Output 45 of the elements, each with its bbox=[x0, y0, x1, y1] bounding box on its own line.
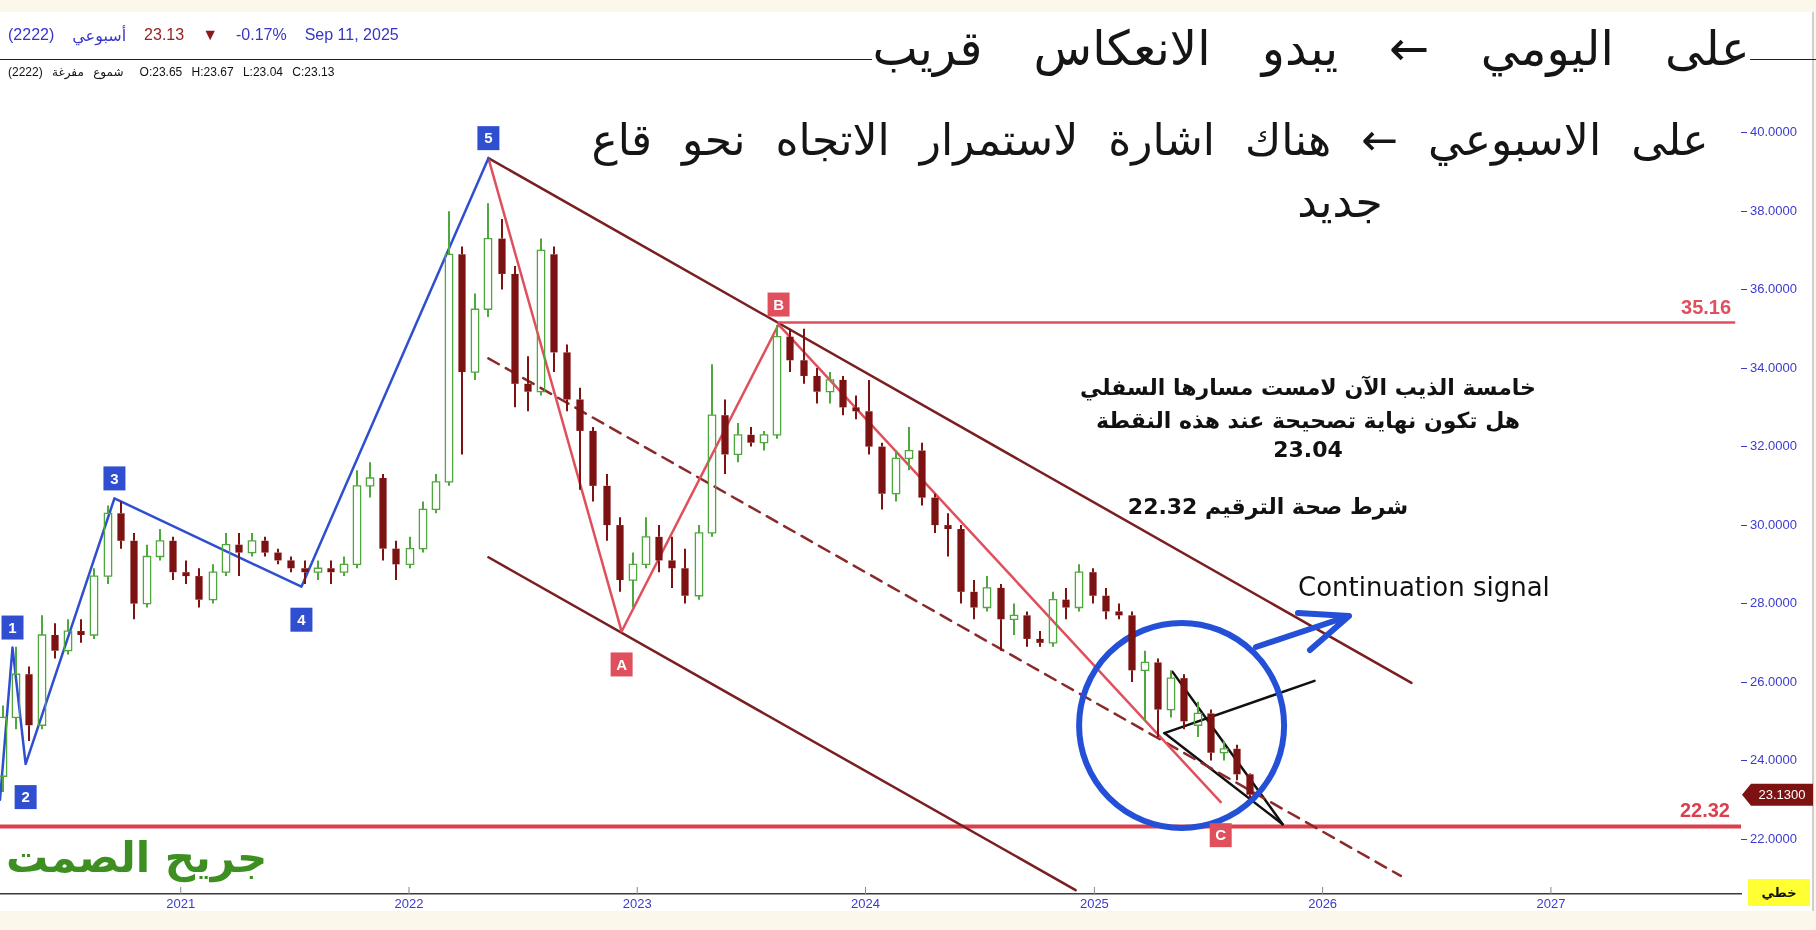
annotation: جريح الصمت bbox=[6, 832, 269, 884]
annotation: شموع مفرغة (2222) bbox=[8, 65, 124, 79]
text: -0.17% bbox=[235, 26, 287, 44]
annotation: هل تكون نهاية تصحيحة عند هذه النقطة bbox=[1094, 407, 1522, 435]
chart-subtitle: أسبوعي bbox=[72, 25, 127, 45]
annotation: C bbox=[1215, 826, 1227, 844]
chart-title: (2222) bbox=[8, 26, 55, 44]
annotation: 4 bbox=[297, 610, 307, 628]
y-tick-label: 40.0000 bbox=[1750, 124, 1797, 140]
y-tick-label: 36.0000 bbox=[1750, 281, 1797, 297]
annotation: B bbox=[773, 295, 785, 313]
text: 23.1300 bbox=[1758, 787, 1806, 803]
x-tick-label: 2025 bbox=[1079, 896, 1109, 912]
annotation: 1 bbox=[8, 618, 17, 636]
y-tick-label: 34.0000 bbox=[1750, 359, 1797, 375]
annotation: على الاسبوعي ← هناك اشارة لاستمرار الاتجاه نحو قاع جديد bbox=[591, 114, 1709, 227]
y-tick-label: 26.0000 bbox=[1750, 673, 1797, 689]
annotation: خامسة الذيب الآن لامست مسارها السفلي bbox=[1079, 374, 1537, 402]
x-tick-label: 2023 bbox=[622, 896, 652, 912]
y-tick-label: 38.0000 bbox=[1750, 202, 1797, 218]
annotation: A bbox=[616, 655, 628, 673]
y-tick-label: 24.0000 bbox=[1750, 752, 1797, 768]
annotation: 2 bbox=[21, 788, 30, 806]
annotation: 23.04 bbox=[1272, 436, 1344, 464]
y-tick-label: 28.0000 bbox=[1750, 595, 1797, 611]
scale-button: خطي bbox=[1748, 879, 1810, 906]
text: Sep 11, 2025 bbox=[304, 26, 399, 44]
text: 23.13 bbox=[144, 26, 185, 44]
annotation: على اليومي ← يبدو الانعكاس قريب bbox=[872, 20, 1750, 76]
y-tick-label: 22.0000 bbox=[1750, 830, 1797, 846]
ref-line-label: 22.32 bbox=[1679, 799, 1730, 822]
y-tick-label: 30.0000 bbox=[1750, 516, 1797, 532]
annotation: O:23.65 H:23.67 L:23.04 C:23.13 bbox=[139, 65, 335, 79]
annotation: 35.16 bbox=[1681, 295, 1732, 318]
annotation: 3 bbox=[110, 469, 119, 487]
x-tick-label: 2022 bbox=[394, 896, 424, 912]
annotation: شرط صحة الترقيم 22.32 bbox=[1126, 493, 1410, 521]
y-tick-label: 32.0000 bbox=[1750, 438, 1797, 454]
annotation: 5 bbox=[484, 129, 493, 147]
x-tick-label: 2021 bbox=[166, 896, 196, 912]
x-tick-label: 2024 bbox=[851, 896, 880, 912]
x-tick-label: 2027 bbox=[1536, 896, 1566, 912]
x-tick-label: 2026 bbox=[1308, 896, 1338, 912]
text: ▼ bbox=[202, 26, 218, 44]
annotation: Continuation signal bbox=[1298, 571, 1551, 604]
